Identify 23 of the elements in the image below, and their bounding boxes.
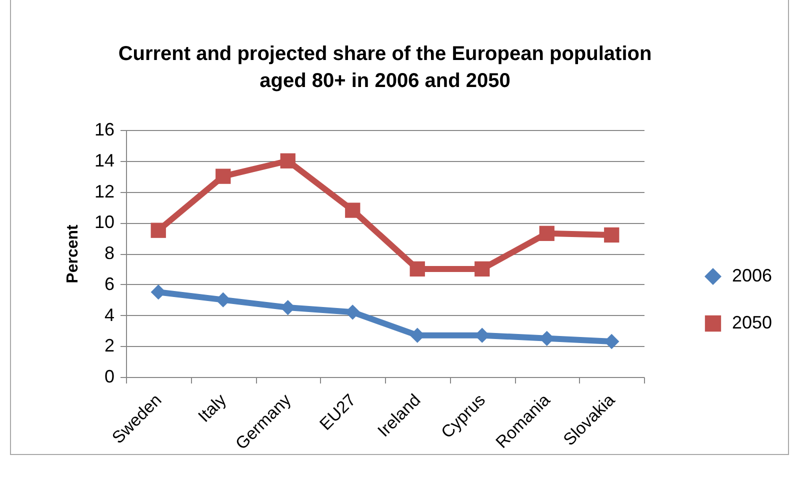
- y-tick-label: 0: [104, 366, 114, 386]
- legend-label: 2050: [732, 312, 772, 332]
- point: [410, 261, 425, 277]
- y-tick-label: 2: [104, 336, 114, 356]
- x-tick-label: Italy: [194, 390, 230, 426]
- y-tick-label: 14: [94, 150, 114, 170]
- y-tick-label: 16: [94, 120, 114, 140]
- point: [150, 222, 166, 238]
- point: [345, 202, 360, 218]
- point: [604, 227, 620, 243]
- y-axis-title: Percent: [64, 224, 82, 284]
- y-tick-label: 4: [104, 304, 114, 325]
- point: [280, 153, 296, 168]
- y-tick-label: 12: [94, 181, 114, 202]
- point: [216, 168, 231, 184]
- chart-title: Current and projected share of the European population aged 80+ in 2006 and 2050: [118, 43, 652, 92]
- legend-label: 2006: [732, 266, 772, 286]
- y-tick-label: 6: [104, 274, 114, 294]
- y-tick-label: 10: [94, 212, 114, 232]
- point: [539, 226, 554, 242]
- point: [150, 284, 166, 300]
- y-tick-label: 8: [104, 243, 114, 263]
- point: [474, 261, 490, 277]
